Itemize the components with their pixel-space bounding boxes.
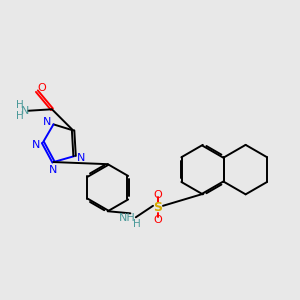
Text: N: N <box>49 165 57 175</box>
Text: N: N <box>77 153 86 164</box>
Text: H: H <box>16 111 23 121</box>
Text: N: N <box>21 106 29 116</box>
Text: N: N <box>32 140 41 150</box>
Text: N: N <box>43 117 51 127</box>
Text: O: O <box>153 215 162 225</box>
Text: O: O <box>37 82 46 93</box>
Text: NH: NH <box>119 214 136 224</box>
Text: H: H <box>16 100 23 110</box>
Text: S: S <box>153 201 162 214</box>
Text: H: H <box>133 219 141 229</box>
Text: O: O <box>153 190 162 200</box>
